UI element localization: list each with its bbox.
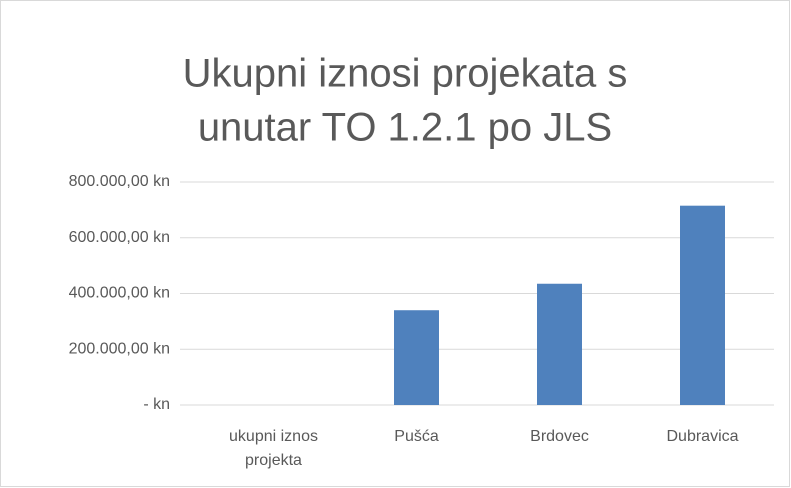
bar: [394, 310, 439, 405]
chart-title: Ukupni iznosi projekata s: [183, 52, 628, 96]
bar: [680, 205, 725, 405]
chart-title: unutar TO 1.2.1 po JLS: [198, 106, 612, 150]
y-tick-label: - kn: [143, 396, 170, 413]
x-tick-label: ukupni iznos projekta: [229, 428, 318, 469]
x-tick-label: Pušća: [394, 428, 439, 445]
y-tick-label: 400.000,00 kn: [69, 285, 170, 302]
y-tick-label: 800.000,00 kn: [69, 173, 170, 190]
x-tick-label: Dubravica: [666, 428, 739, 445]
bar: [537, 283, 582, 405]
x-tick-label: Brdovec: [530, 428, 589, 445]
y-tick-label: 600.000,00 kn: [69, 229, 170, 246]
y-tick-label: 200.000,00 kn: [69, 340, 170, 357]
